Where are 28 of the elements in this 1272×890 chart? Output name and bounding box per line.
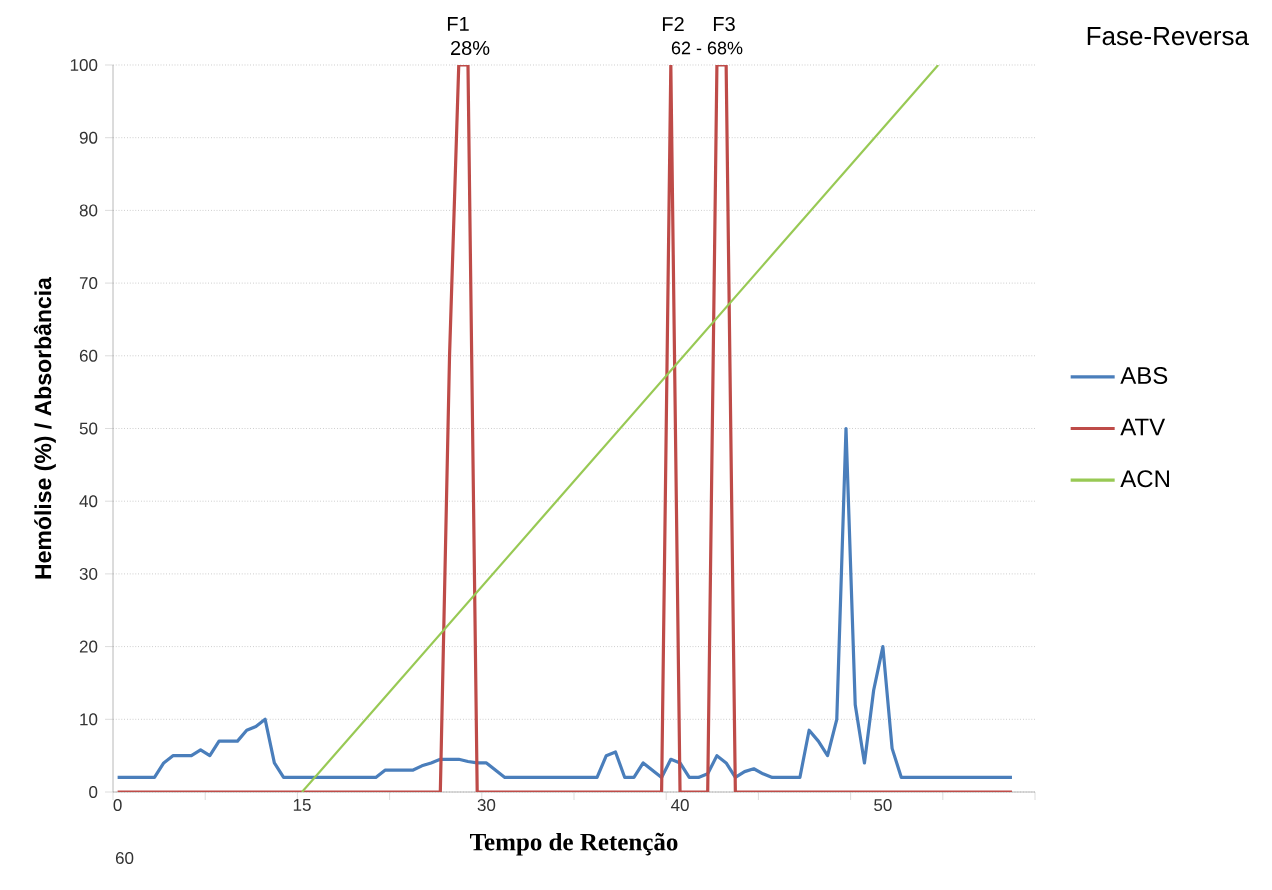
- legend-label: ATV: [1120, 418, 1166, 436]
- text: F2: [662, 17, 684, 31]
- text: F1: [447, 17, 469, 31]
- text: 62 - 68%: [671, 41, 743, 55]
- x-tick-label: 50: [874, 799, 892, 812]
- y-tick-label: 30: [79, 567, 98, 580]
- y-tick-label: 20: [79, 640, 98, 653]
- y-axis-title: Hemólise (%) / Absorbância: [33, 276, 56, 579]
- x-tick-label: 40: [670, 799, 689, 812]
- x-axis-title: Tempo de Retenção: [470, 832, 678, 856]
- text: Fase-Reversa: [1087, 27, 1249, 46]
- x-tick-label: 30: [477, 799, 496, 812]
- x-tick-label: 15: [293, 799, 311, 811]
- text: F3: [713, 16, 735, 32]
- y-tick-label: 90: [79, 131, 98, 144]
- y-tick-label: 60: [79, 349, 98, 362]
- legend-label: ACN: [1120, 470, 1169, 488]
- y-tick-label: 70: [79, 277, 98, 290]
- y-tick-label: 80: [79, 204, 98, 217]
- x-tick-label: 0: [113, 799, 122, 812]
- legend-label: ABS: [1120, 366, 1168, 384]
- y-tick-label: 10: [80, 713, 98, 726]
- y-tick-label: 100: [70, 58, 98, 72]
- text: 28%: [451, 40, 490, 56]
- text: 60: [115, 852, 134, 865]
- y-tick-label: 50: [79, 422, 98, 435]
- y-tick-label: 0: [89, 786, 98, 799]
- y-tick-label: 40: [79, 495, 98, 508]
